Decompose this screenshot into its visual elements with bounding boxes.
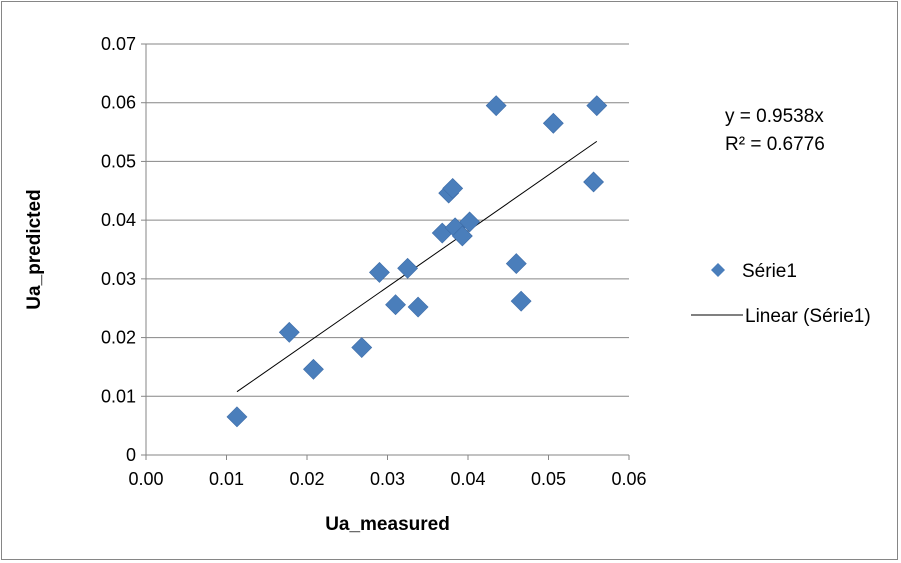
legend-marker-serie1 (711, 263, 725, 277)
data-point (542, 112, 564, 134)
data-point (459, 211, 481, 233)
legend-label-trendline: Linear (Série1) (745, 306, 871, 327)
data-point (510, 290, 532, 312)
data-point (303, 358, 324, 380)
trendline-equation: y = 0.9538x (725, 106, 824, 127)
data-point (278, 321, 300, 343)
data-point (226, 406, 248, 428)
data-point (485, 95, 507, 117)
data-point (351, 337, 373, 358)
y-tick-label: 0.01 (101, 386, 136, 406)
y-tick-label: 0.07 (101, 34, 136, 54)
legend: Série1 Linear (Série1) (691, 261, 871, 327)
y-tick-label: 0.04 (101, 210, 136, 230)
data-point (407, 296, 429, 318)
data-point (397, 257, 419, 279)
y-tick-label: 0.02 (101, 328, 136, 348)
x-tick-label: 0.01 (209, 469, 244, 489)
x-axis-title: Ua_measured (325, 514, 450, 535)
y-axis-title: Ua_predicted (24, 189, 45, 309)
y-tick-label: 0.03 (101, 269, 136, 289)
trendline-r-squared: R² = 0.6776 (725, 134, 825, 155)
y-tick-label: 0.05 (101, 151, 136, 171)
data-point (583, 171, 605, 193)
x-tick-label: 0.02 (289, 469, 324, 489)
legend-diamond (711, 263, 725, 277)
data-point (505, 253, 527, 275)
y-tick-labels: 0 0.01 0.02 0.03 0.04 0.05 0.06 0.07 (101, 34, 136, 465)
axes (141, 43, 630, 460)
x-tick-label: 0.05 (531, 469, 566, 489)
x-tick-label: 0.06 (611, 469, 646, 489)
data-point (451, 225, 473, 247)
legend-label-serie1: Série1 (742, 261, 797, 282)
data-point (586, 95, 608, 117)
data-points (226, 95, 608, 428)
y-tick-label: 0 (126, 445, 136, 465)
trendline (236, 140, 598, 393)
x-tick-labels: 0.00 0.01 0.02 0.03 0.04 0.05 0.06 (128, 469, 646, 489)
x-tick-label: 0.04 (450, 469, 485, 489)
gridlines (146, 43, 629, 397)
trendline-group (236, 140, 598, 393)
data-point (369, 261, 390, 283)
data-point (385, 294, 406, 316)
x-tick-label: 0.00 (128, 469, 163, 489)
x-tick-label: 0.03 (370, 469, 405, 489)
y-tick-label: 0.06 (101, 93, 136, 113)
data-point (442, 178, 464, 199)
